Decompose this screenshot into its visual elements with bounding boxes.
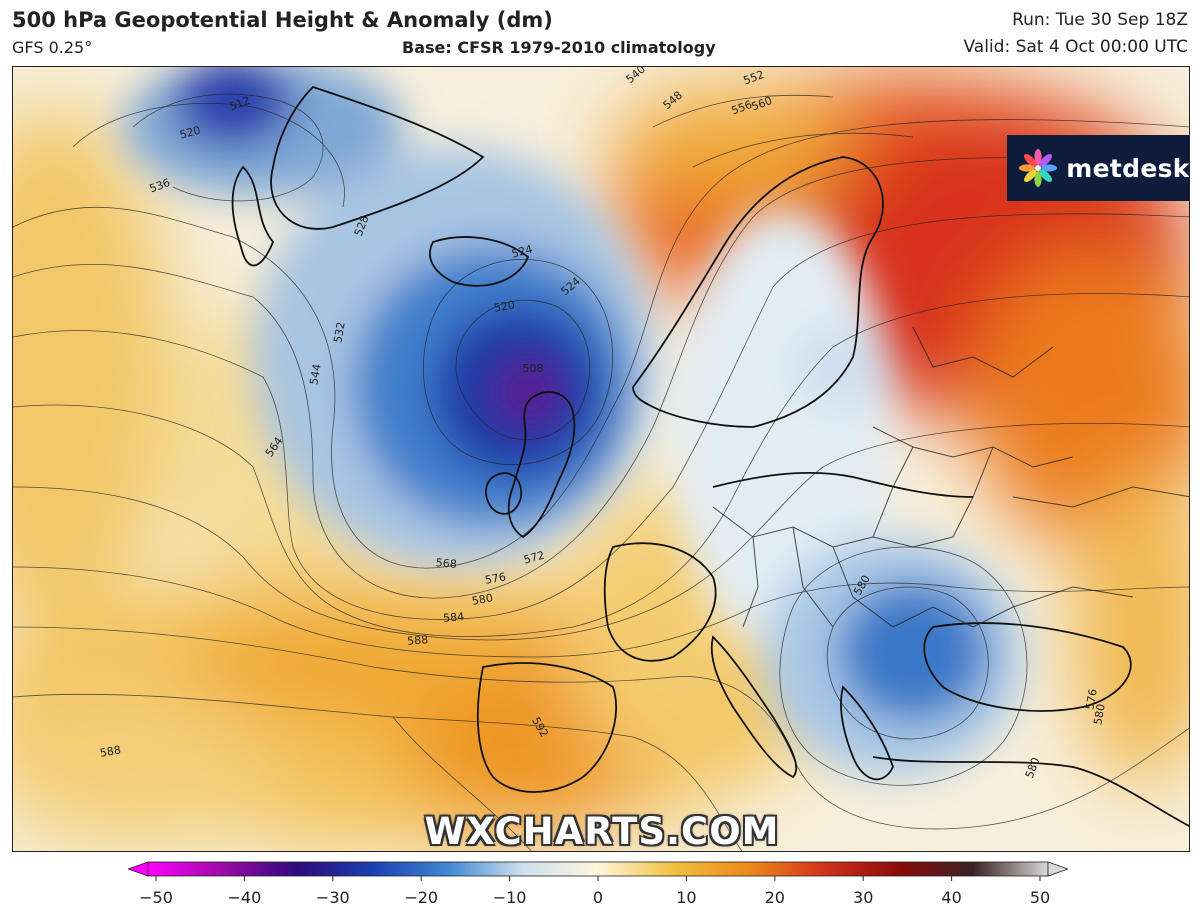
height-contours <box>13 93 1189 851</box>
colorbar-svg: −50 −40 −30 −20 −10 0 10 20 30 40 50 <box>126 861 1070 907</box>
contour-line <box>652 94 914 168</box>
cold-anomaly-field <box>123 67 1023 777</box>
anomaly-blob-biscay <box>183 607 503 727</box>
colorbar-tick-label: 0 <box>593 888 603 907</box>
border-line <box>912 326 1054 378</box>
contour-line <box>13 213 1189 620</box>
contour-label: 568 <box>435 556 457 571</box>
border-line <box>742 526 894 628</box>
colorbar-tick-label: −40 <box>228 888 262 907</box>
contour-label: 588 <box>99 743 122 759</box>
colorbar-tick-label: 30 <box>853 888 873 907</box>
contour-line <box>13 157 1189 599</box>
contour-label: 588 <box>407 633 429 648</box>
border-line <box>1012 486 1189 508</box>
anomaly-blob-sw-warm <box>13 687 283 847</box>
contour-line <box>13 293 1189 637</box>
coastlines <box>231 85 1189 827</box>
contour-line <box>423 259 613 465</box>
colorbar-tick-label: −30 <box>316 888 350 907</box>
contour-label: 544 <box>307 363 323 386</box>
greenland-coastline <box>231 85 485 267</box>
border-line <box>872 446 994 538</box>
contour-label: 584 <box>443 610 465 625</box>
colorbar-tick-label: 40 <box>941 888 961 907</box>
anomaly-map: 512 520 536 528 524 524 520 508 532 544 564 540 548 5… <box>12 66 1190 852</box>
contour-label: 508 <box>523 362 544 375</box>
contour-line <box>13 693 743 851</box>
contour-label: 520 <box>178 124 202 142</box>
iceland-coastline <box>429 236 530 287</box>
ireland-coastline <box>485 472 522 515</box>
colorbar-min-arrow <box>126 861 149 877</box>
anomaly-blob-baltic <box>793 327 893 407</box>
colorbar-tick-label: 20 <box>765 888 785 907</box>
run-time-label: Run: Tue 30 Sep 18Z <box>1012 10 1188 30</box>
contour-line <box>455 299 591 440</box>
metdesk-flower-icon <box>1019 149 1058 187</box>
colorbar-bar <box>147 861 1049 877</box>
metdesk-logo-text: metdesk <box>1066 153 1190 183</box>
border-line <box>892 586 1134 628</box>
valid-time-label: Valid: Sat 4 Oct 00:00 UTC <box>963 37 1189 57</box>
anomaly-blob-trough-centre <box>493 357 563 427</box>
contour-line <box>826 586 989 740</box>
country-borders <box>712 326 1189 628</box>
contour-line <box>13 626 1189 830</box>
contour-line <box>72 103 345 208</box>
colorbar-tick-label: −50 <box>139 888 173 907</box>
turkey-coastline <box>872 756 1189 827</box>
contour-label: 580 <box>471 591 494 607</box>
anomaly-blob-norway-sea <box>613 87 853 207</box>
contour-label: 520 <box>493 298 516 314</box>
contour-line <box>779 546 1028 786</box>
iberia-coastline <box>476 662 617 793</box>
colorbar-ticks: −50 −40 −30 −20 −10 0 10 20 30 40 50 <box>139 876 1050 907</box>
contour-label: 576 <box>484 570 507 586</box>
contour-line <box>13 423 1189 641</box>
contour-label: 524 <box>510 243 534 261</box>
colorbar-tick-label: 50 <box>1030 888 1050 907</box>
contour-line <box>13 566 1189 658</box>
contour-label: 580 <box>1091 703 1107 726</box>
italy-coastline <box>710 635 798 779</box>
anomaly-blob-balkan-trough <box>838 582 988 722</box>
colorbar-tick-label: 10 <box>676 888 696 907</box>
anomaly-blob-central-europe <box>673 207 893 647</box>
anomaly-blob-west-warm <box>13 107 173 627</box>
colorbar-tick-label: −10 <box>493 888 527 907</box>
contour-line <box>132 93 324 202</box>
baltic-coastline <box>712 472 974 498</box>
wxcharts-watermark: WXCHARTS.COM <box>424 810 780 852</box>
contour-labels: 5125205365285245245205085325445645405485… <box>99 67 1108 780</box>
colorbar-tick-label: −20 <box>404 888 438 907</box>
great-britain-coastline <box>507 391 576 539</box>
anomaly-blob-black-sea <box>1073 467 1189 787</box>
greece-coastline <box>840 685 894 781</box>
chart-title: 500 hPa Geopotential Height & Anomaly (d… <box>12 8 553 32</box>
base-climatology-label: Base: CFSR 1979-2010 climatology <box>402 38 716 57</box>
colorbar: −50 −40 −30 −20 −10 0 10 20 30 40 50 <box>126 860 1070 918</box>
contour-line <box>392 716 532 851</box>
contour-label: 532 <box>331 321 347 344</box>
model-label: GFS 0.25° <box>12 38 93 57</box>
border-line <box>872 426 1074 468</box>
colorbar-max-arrow <box>1047 861 1070 877</box>
black-sea-coastline <box>923 622 1132 712</box>
france-coastline <box>603 542 717 662</box>
anomaly-blob-greenland-core <box>173 67 293 147</box>
scandinavia-coastline <box>632 156 884 428</box>
metdesk-logo: metdesk <box>1007 135 1190 201</box>
contour-label: 572 <box>522 549 546 567</box>
contour-label: 576 <box>1083 688 1099 711</box>
